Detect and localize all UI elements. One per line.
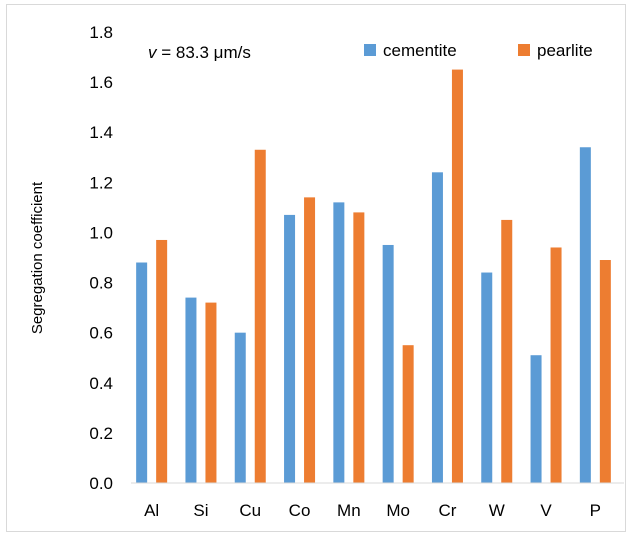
bar-cementite-mo <box>382 244 394 483</box>
y-tick-label: 1.0 <box>89 223 113 242</box>
legend-swatch-pearlite <box>518 44 530 56</box>
x-category-label: Co <box>289 501 311 520</box>
legend-swatch-cementite <box>364 44 376 56</box>
x-category-label: Cr <box>438 501 456 520</box>
bar-cementite-p <box>579 147 591 483</box>
bar-cementite-v <box>530 355 542 483</box>
bar-pearlite-cu <box>254 149 266 483</box>
x-axis-categories: Al Si Cu Co Mn Mo Cr W V P <box>144 501 601 520</box>
x-category-label: V <box>540 501 552 520</box>
bar-pearlite-mo <box>402 345 414 483</box>
chart-frame <box>6 4 626 532</box>
x-category-label: P <box>590 501 601 520</box>
bar-cementite-si <box>185 297 197 483</box>
bar-pearlite-mn <box>353 212 365 483</box>
bar-pearlite-v <box>550 247 562 483</box>
legend-label-pearlite: pearlite <box>537 41 593 60</box>
velocity-annotation: v = 83.3 μm/s <box>148 43 251 62</box>
y-tick-label: 0.4 <box>89 374 113 393</box>
x-category-label: Mo <box>386 501 410 520</box>
y-tick-label: 1.6 <box>89 73 113 92</box>
bar-cementite-w <box>481 272 493 483</box>
y-tick-label: 1.4 <box>89 123 113 142</box>
y-axis-ticks: 0.0 0.2 0.4 0.6 0.8 1.0 1.2 1.4 1.6 1.8 <box>89 23 113 493</box>
legend-label-cementite: cementite <box>383 41 457 60</box>
x-category-label: Mn <box>337 501 361 520</box>
bar-cementite-mn <box>333 202 345 483</box>
bar-cementite-co <box>284 214 296 483</box>
y-tick-label: 1.8 <box>89 23 113 42</box>
y-tick-label: 0.6 <box>89 324 113 343</box>
y-tick-label: 0.0 <box>89 474 113 493</box>
velocity-symbol: v <box>148 43 158 62</box>
x-category-label: Al <box>144 501 159 520</box>
y-tick-label: 0.8 <box>89 274 113 293</box>
y-axis-label: Segregation coefficient <box>29 181 46 334</box>
bar-pearlite-co <box>304 197 316 483</box>
bar-cementite-cr <box>431 172 443 484</box>
bar-pearlite-al <box>156 239 168 483</box>
bar-cementite-al <box>136 262 148 483</box>
legend: cementite pearlite <box>364 41 593 60</box>
x-category-label: Cu <box>239 501 261 520</box>
bar-pearlite-si <box>205 302 217 483</box>
x-category-label: Si <box>193 501 208 520</box>
bar-pearlite-w <box>501 219 513 483</box>
y-tick-label: 0.2 <box>89 424 113 443</box>
bars <box>136 69 611 484</box>
velocity-value: = 83.3 μm/s <box>157 43 251 62</box>
bar-pearlite-p <box>599 260 611 483</box>
x-category-label: W <box>489 501 505 520</box>
bar-cementite-cu <box>234 332 246 483</box>
bar-pearlite-cr <box>451 69 463 483</box>
y-tick-label: 1.2 <box>89 173 113 192</box>
